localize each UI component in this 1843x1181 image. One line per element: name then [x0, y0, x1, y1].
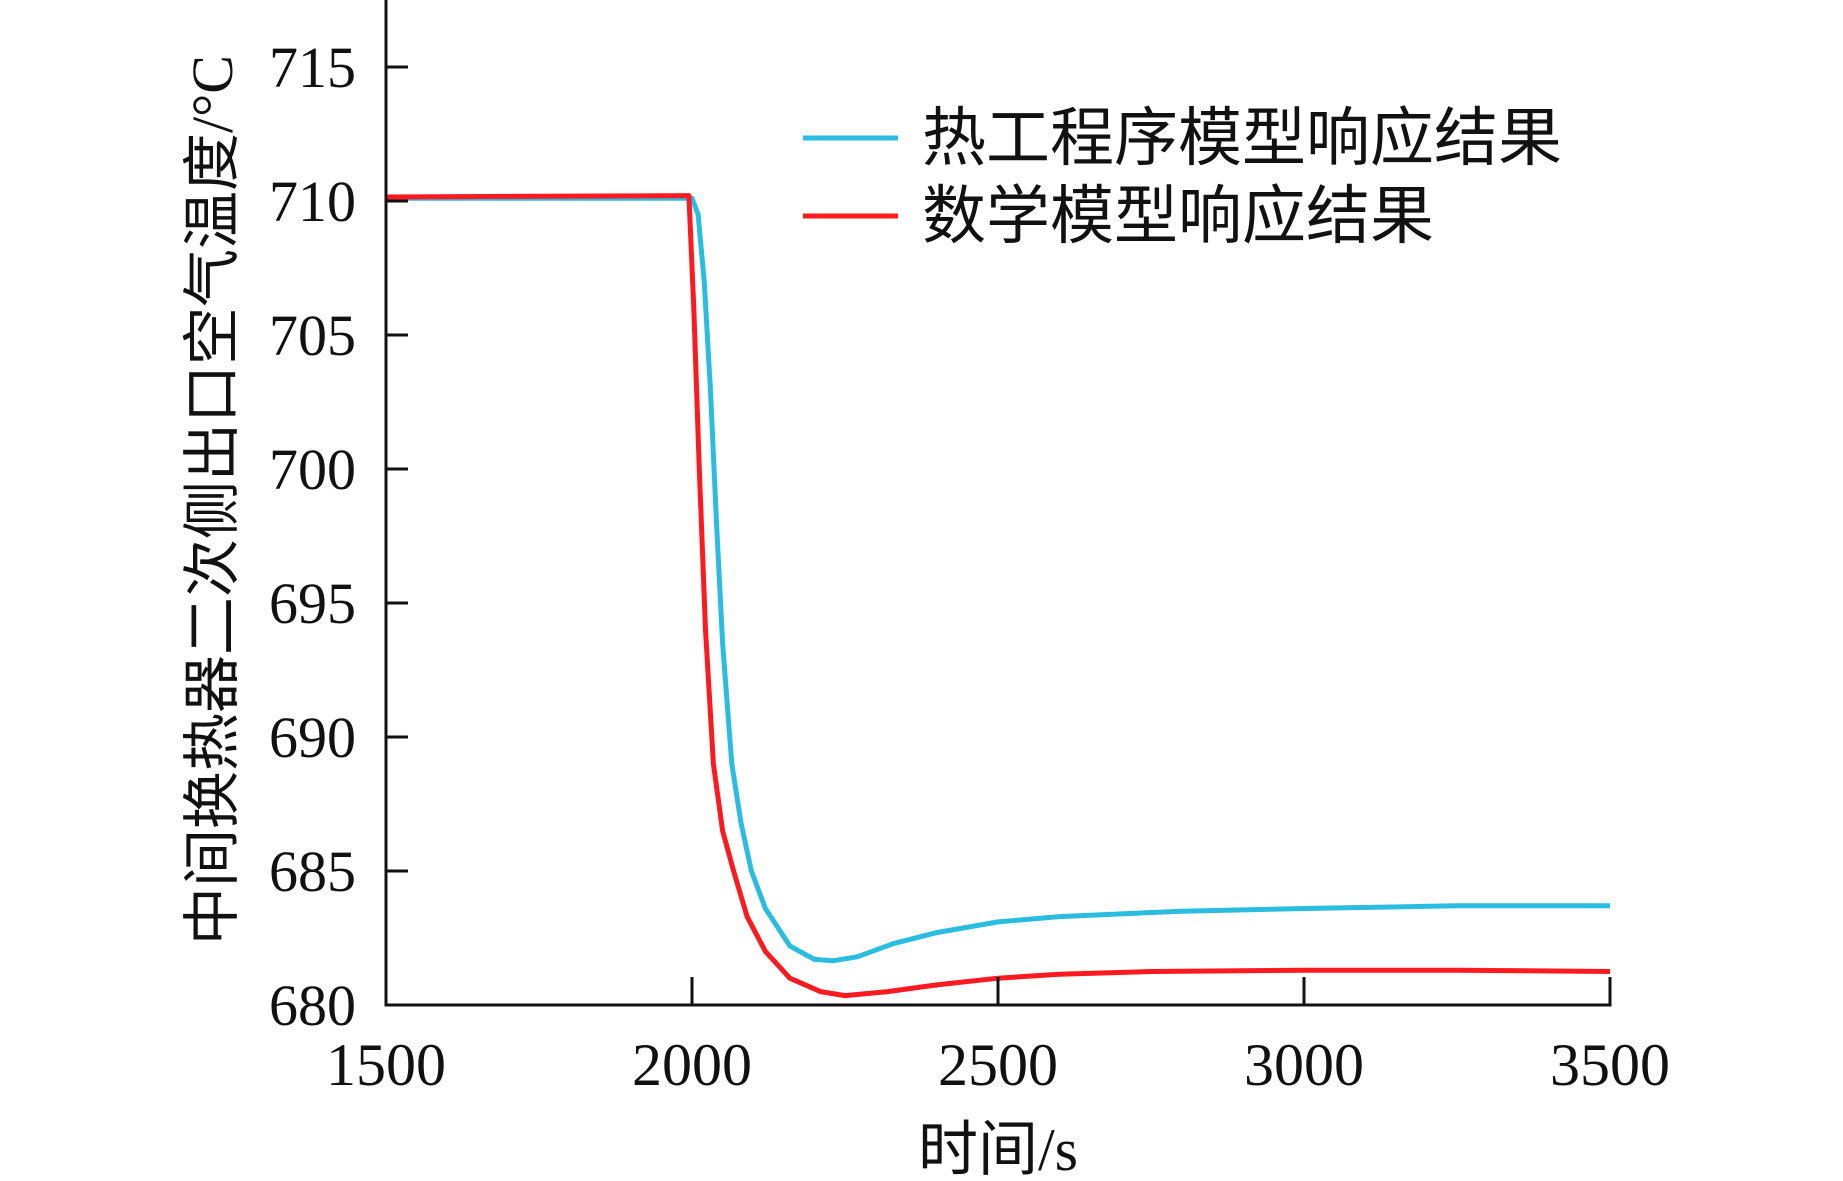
legend-label-1: 热工程序模型响应结果 — [922, 103, 1562, 174]
x-tick-label: 3500 — [1550, 1032, 1670, 1098]
x-axis-label: 时间/s — [918, 1117, 1078, 1181]
axes: 1500 2000 2500 3000 3500 680 685 690 695 700 705 71… — [269, 0, 1670, 1098]
series-layer — [385, 193, 1611, 999]
y-tick-label: 680 — [269, 973, 356, 1038]
y-tick-label: 700 — [269, 437, 356, 502]
y-axis-label: 中间换热器二次侧出口空气温度/°C — [180, 55, 245, 945]
x-tick-label: 3000 — [1244, 1032, 1364, 1098]
y-tick-label: 695 — [269, 571, 356, 636]
x-tick-label: 2500 — [938, 1032, 1058, 1098]
x-tick-label: 1500 — [326, 1032, 446, 1098]
y-tick-label: 685 — [269, 839, 356, 904]
y-tick-label: 705 — [269, 303, 356, 368]
legend-label-2: 数学模型响应结果 — [922, 181, 1434, 252]
y-tick-label: 710 — [269, 169, 356, 234]
x-tick-label: 2000 — [632, 1032, 752, 1098]
y-tick-label: 715 — [269, 35, 356, 100]
series-line-1 — [386, 195, 1610, 964]
series-line-2 — [385, 193, 1611, 999]
y-tick-label: 690 — [269, 705, 356, 770]
